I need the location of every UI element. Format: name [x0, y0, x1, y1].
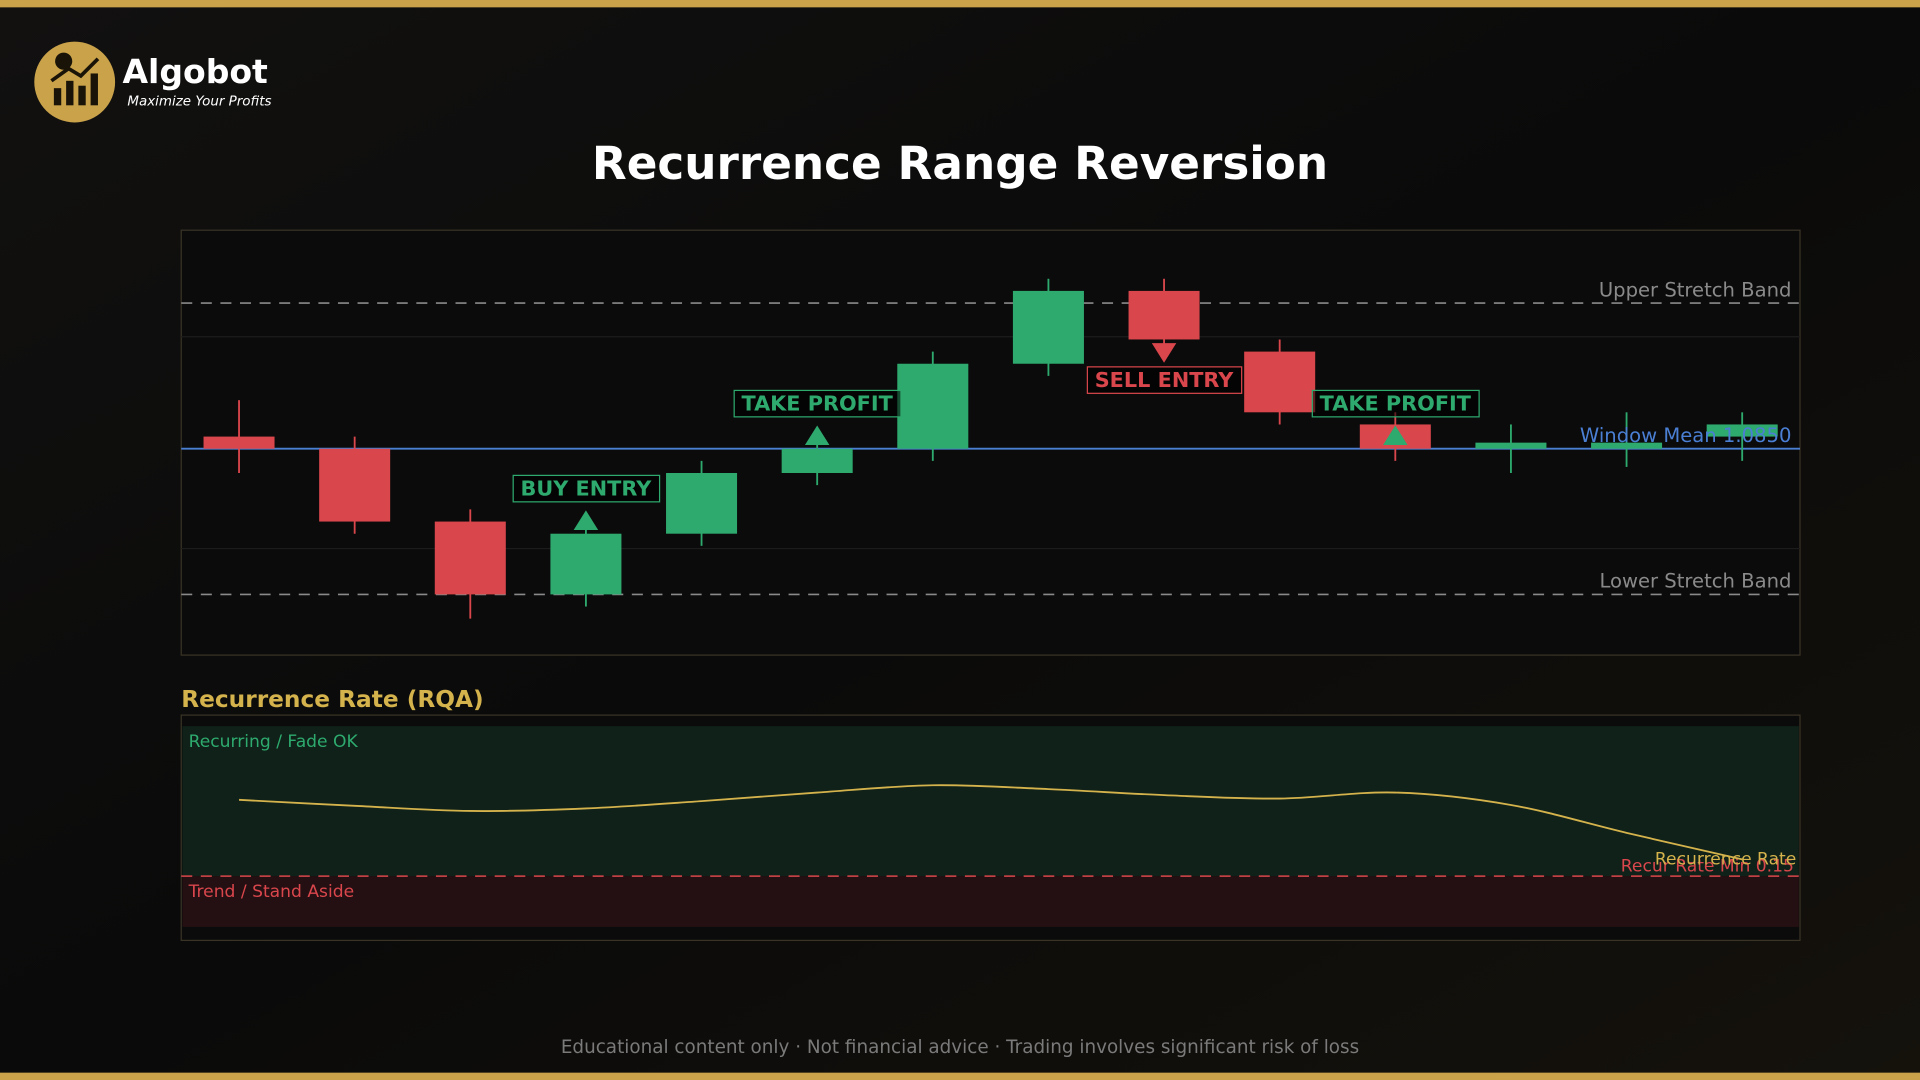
- logo: Algobot Maximize Your Profits: [34, 41, 272, 123]
- logo-icon: [55, 52, 73, 70]
- candle-body: [1706, 424, 1778, 437]
- footer-item: Not financial advice: [807, 1037, 989, 1058]
- candle-body: [1128, 290, 1200, 340]
- candle-body: [1012, 290, 1084, 364]
- rqa-chart: Recurring / Fade OK Trend / Stand Aside Re…: [181, 726, 1800, 927]
- candle-body: [319, 448, 391, 522]
- logo-badge: [34, 41, 116, 123]
- signal-label: BUY ENTRY: [521, 477, 653, 501]
- candle-body: [434, 521, 506, 595]
- signal-box: [1311, 389, 1480, 418]
- signal-box: [1086, 366, 1243, 394]
- candle-body: [781, 448, 853, 474]
- signal-box: [512, 474, 661, 503]
- bottom-bar: [0, 1072, 1920, 1080]
- brand-tagline: Maximize Your Profits: [127, 95, 271, 110]
- zone-below: [182, 876, 1799, 927]
- separator: ·: [989, 1037, 1007, 1058]
- signal-label: TAKE PROFIT: [1320, 392, 1472, 416]
- chart-title: Recurrence Range Reversion: [592, 137, 1328, 190]
- signal-arrow: [804, 425, 830, 446]
- candle-body: [666, 473, 738, 534]
- price-chart: Upper Stretch Band Lower Stretch Band Wind…: [181, 278, 1800, 619]
- candle-body: [550, 533, 622, 595]
- logo-icon: [90, 73, 98, 106]
- band-label: Lower Stretch Band: [1599, 570, 1791, 593]
- zone-above: [182, 726, 1799, 877]
- separator: ·: [789, 1037, 807, 1058]
- footer: Educational content only · Not financial…: [561, 1037, 1359, 1058]
- footer-item: Educational content only: [561, 1037, 790, 1058]
- logo-icon: [53, 88, 62, 106]
- signal-arrow: [1151, 343, 1177, 363]
- candle-body: [897, 363, 969, 449]
- candle-body: [203, 436, 275, 449]
- zone-label: Recurring / Fade OK: [189, 732, 359, 752]
- price-panel: [180, 229, 1801, 656]
- top-bar: [0, 0, 1920, 8]
- series-label: Recurrence Rate: [1655, 849, 1796, 869]
- logo-icon: [66, 80, 74, 106]
- series-line: [238, 784, 1743, 861]
- candle-body: [1591, 442, 1663, 449]
- candle-body: [1475, 442, 1547, 449]
- band-label: Upper Stretch Band: [1599, 278, 1792, 301]
- logo-icon: [50, 57, 100, 83]
- signal-box: [733, 389, 902, 418]
- panel-title: Recurrence Rate (RQA): [181, 686, 483, 713]
- candle-body: [1244, 351, 1316, 413]
- signal-label: SELL ENTRY: [1095, 368, 1235, 392]
- mean-label: Window Mean 1.0850: [1580, 424, 1792, 447]
- logo-icon: [78, 85, 86, 106]
- signal-arrow: [573, 510, 599, 531]
- signal-label: TAKE PROFIT: [742, 392, 894, 416]
- zone-label: Trend / Stand Aside: [188, 882, 355, 902]
- footer-item: Trading involves significant risk of los…: [1005, 1037, 1359, 1058]
- brand-name: Algobot: [122, 52, 268, 91]
- signal-arrow: [1383, 425, 1408, 446]
- threshold-label: Recur Rate Min 0.15: [1621, 856, 1794, 876]
